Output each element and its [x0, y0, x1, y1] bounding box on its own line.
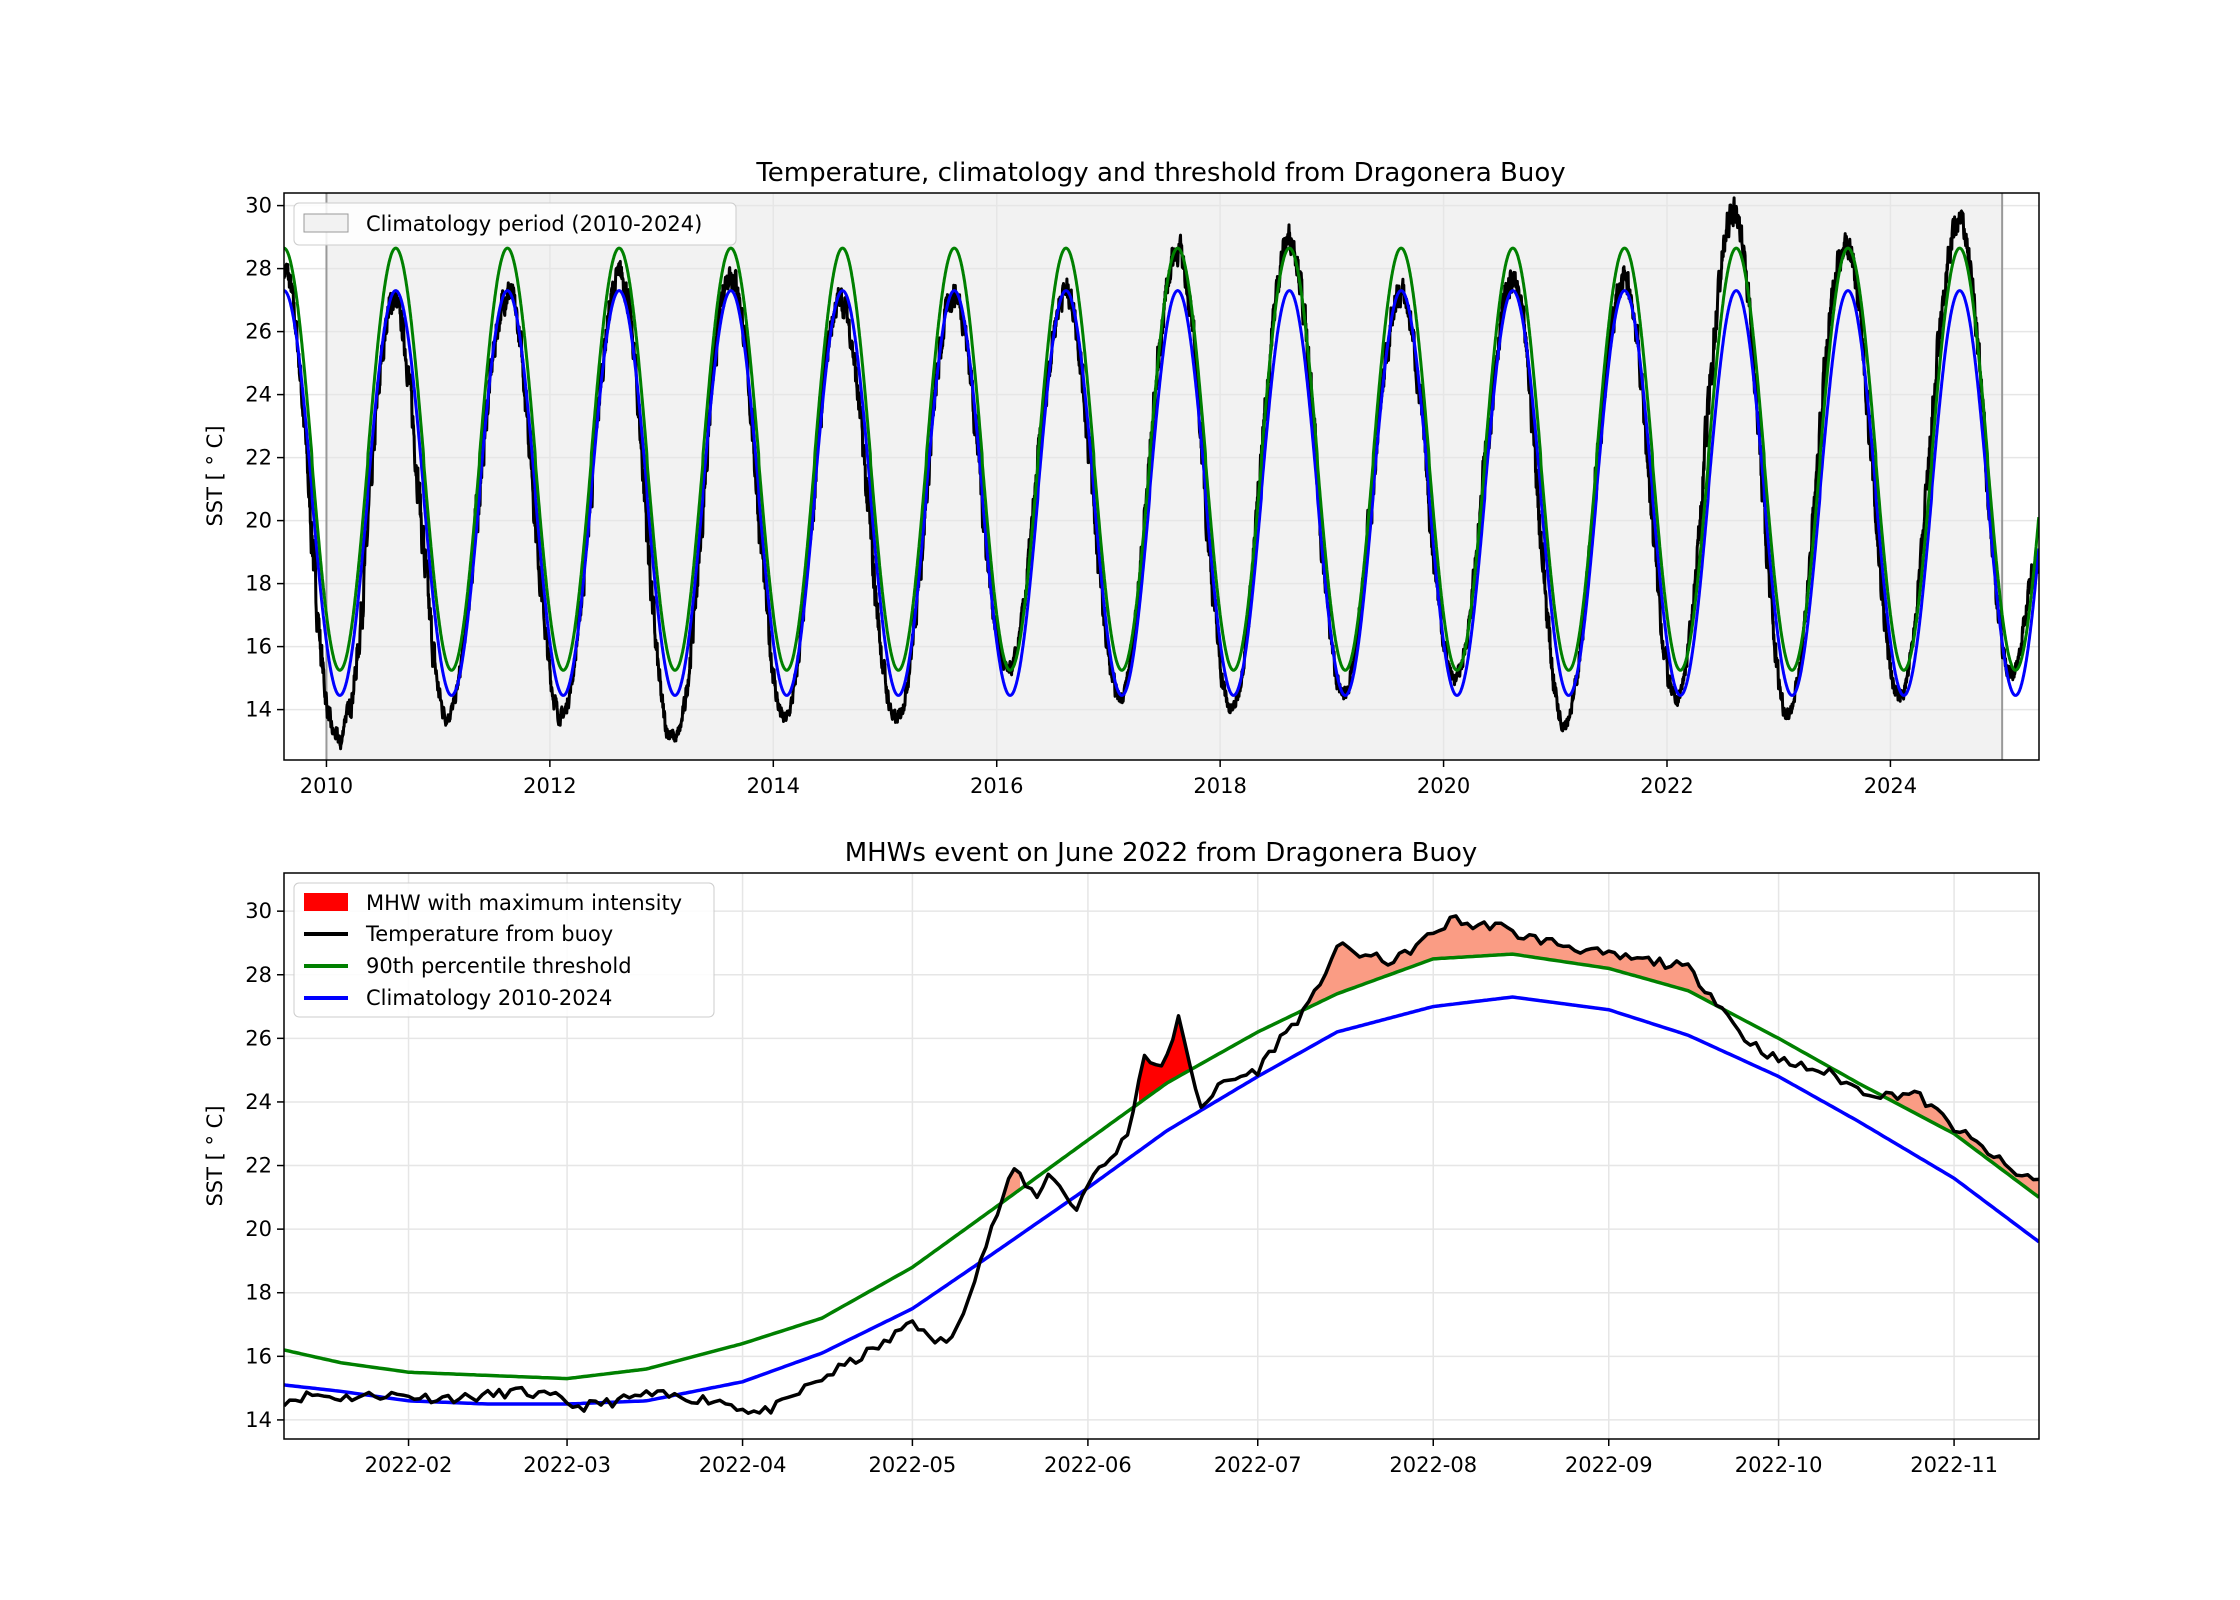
mhw-max-intensity-fill	[1138, 1015, 1190, 1104]
bottom-y-tick-label: 18	[245, 1281, 272, 1305]
bottom-x-tick-label: 2022-04	[699, 1453, 787, 1477]
bottom-x-tick-label: 2022-11	[1910, 1453, 1998, 1477]
top-y-tick-label: 24	[245, 383, 272, 407]
bottom-y-axis: 14 16 18 20 22 24 26 28 30	[245, 899, 284, 1432]
bottom-y-tick-label: 26	[245, 1026, 272, 1050]
top-climatology-line	[284, 289, 2039, 697]
top-x-tick-label: 2018	[1193, 774, 1246, 798]
legend-swatch-mhw-max	[304, 893, 348, 911]
bottom-x-tick-label: 2022-03	[523, 1453, 611, 1477]
bottom-y-axis-label: SST [ ° C]	[203, 1105, 227, 1206]
top-y-tick-label: 18	[245, 572, 272, 596]
bottom-x-axis: 2022-02 2022-03 2022-04 2022-05 2022-06 2022-…	[365, 1439, 1998, 1477]
top-y-tick-label: 28	[245, 257, 272, 281]
top-y-axis: 14 16 18 20 22 24 26 28 30	[245, 194, 284, 722]
bottom-x-tick-label: 2022-10	[1735, 1453, 1823, 1477]
legend-label-threshold: 90th percentile threshold	[366, 954, 632, 978]
bottom-y-tick-label: 30	[245, 899, 272, 923]
bottom-x-tick-label: 2022-07	[1214, 1453, 1302, 1477]
legend-label-climatology: Climatology 2010-2024	[366, 986, 612, 1010]
bottom-plot-frame	[283, 872, 2040, 1440]
top-y-tick-label: 22	[245, 446, 272, 470]
top-x-tick-label: 2010	[300, 774, 353, 798]
mhw-event-area	[1003, 1168, 1020, 1202]
bottom-x-tick-label: 2022-05	[869, 1453, 957, 1477]
top-x-tick-label: 2014	[747, 774, 800, 798]
top-x-tick-label: 2022	[1640, 774, 1693, 798]
top-threshold-line	[284, 246, 2039, 672]
top-y-tick-label: 30	[245, 194, 272, 218]
legend-label-climatology-period: Climatology period (2010-2024)	[366, 212, 702, 236]
legend-swatch-climatology-period	[303, 213, 349, 233]
bottom-x-tick-label: 2022-06	[1044, 1453, 1132, 1477]
bottom-climatology-line	[284, 995, 2039, 1406]
top-x-tick-label: 2020	[1417, 774, 1470, 798]
top-chart-panel: Temperature, climatology and threshold f…	[203, 158, 2040, 798]
bottom-y-tick-label: 14	[245, 1408, 272, 1432]
top-x-axis: 2010 2012 2014 2016 2018 2020 2022 2024	[300, 760, 1917, 798]
climatology-period-shading	[326, 193, 2003, 760]
bottom-chart-panel: MHWs event on June 2022 from Dragonera B…	[203, 838, 2040, 1477]
legend-label-temperature: Temperature from buoy	[365, 922, 613, 946]
bottom-threshold-line	[284, 952, 2039, 1381]
bottom-x-tick-label: 2022-09	[1565, 1453, 1653, 1477]
bottom-legend: MHW with maximum intensity Temperature f…	[293, 882, 715, 1018]
top-x-tick-label: 2024	[1864, 774, 1917, 798]
top-legend: Climatology period (2010-2024)	[293, 202, 737, 246]
bottom-observed-temperature-line	[284, 914, 2039, 1415]
bottom-x-tick-label: 2022-08	[1389, 1453, 1477, 1477]
top-x-tick-label: 2012	[523, 774, 576, 798]
bottom-y-tick-label: 20	[245, 1217, 272, 1241]
top-y-axis-label: SST [ ° C]	[203, 425, 227, 526]
top-plot-frame	[283, 192, 2040, 761]
bottom-y-tick-label: 24	[245, 1090, 272, 1114]
top-y-tick-label: 26	[245, 320, 272, 344]
top-x-tick-label: 2016	[970, 774, 1023, 798]
top-y-tick-label: 14	[245, 698, 272, 722]
bottom-legend-box	[293, 882, 715, 1018]
top-y-tick-label: 20	[245, 509, 272, 533]
top-chart-title: Temperature, climatology and threshold f…	[755, 158, 1565, 188]
top-y-tick-label: 16	[245, 635, 272, 659]
legend-label-mhw-max: MHW with maximum intensity	[366, 891, 682, 915]
bottom-y-tick-label: 16	[245, 1344, 272, 1368]
top-legend-box	[293, 202, 737, 246]
mhw-max-intensity-area	[1138, 1015, 1190, 1104]
bottom-x-tick-label: 2022-02	[365, 1453, 453, 1477]
mhw-event-area	[1303, 915, 1722, 1011]
bottom-y-tick-label: 28	[245, 963, 272, 987]
bottom-chart-title: MHWs event on June 2022 from Dragonera B…	[845, 838, 1478, 868]
bottom-y-tick-label: 22	[245, 1154, 272, 1178]
